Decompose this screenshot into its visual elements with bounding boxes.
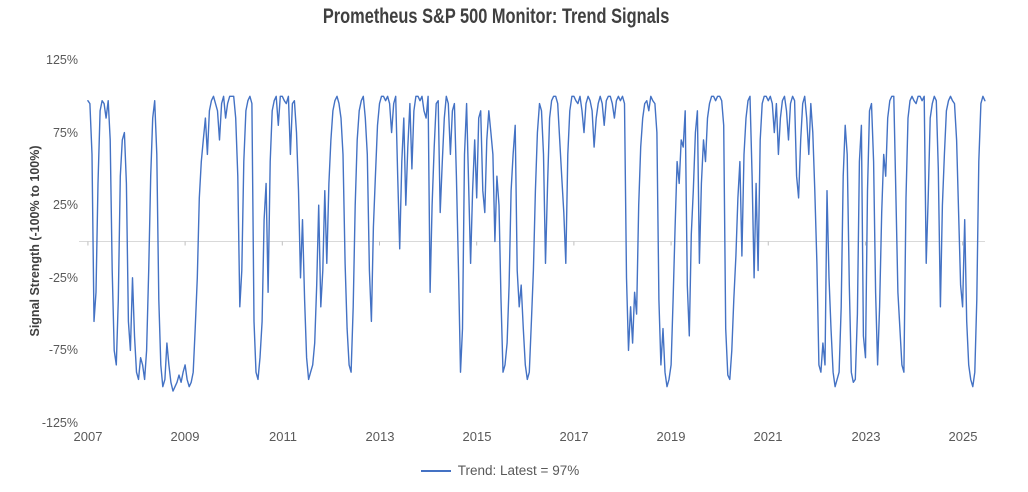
y-tick-label-n125: -125% [41,416,78,430]
y-tick-label-75: 75% [52,126,78,140]
legend-label: Trend: Latest = 97% [457,463,580,478]
legend: Trend: Latest = 97% [0,463,1000,478]
x-tick-label-2007: 2007 [73,429,103,444]
chart-title-text: Prometheus S&P 500 Monitor: Trend Signal… [322,5,670,28]
x-tick-label-2025: 2025 [948,429,978,444]
x-tick-label-2013: 2013 [365,429,395,444]
y-tick-label-n75: -75% [48,343,78,357]
y-tick-label-125: 125% [46,53,78,67]
year-tick-marks [87,241,964,246]
x-tick-label-2021: 2021 [753,429,783,444]
x-tick-label-2015: 2015 [462,429,492,444]
y-tick-label-n25: -25% [48,271,78,285]
x-tick-label-2011: 2011 [269,429,297,444]
x-tick-label-2009: 2009 [170,429,200,444]
y-tick-label-25: 25% [52,198,78,212]
x-tick-label-2023: 2023 [851,429,881,444]
legend-line-marker [420,469,451,472]
x-tick-label-2017: 2017 [559,429,589,444]
x-tick-label-2019: 2019 [656,429,686,444]
trend-signal-line [87,95,986,392]
chart-title: Prometheus S&P 500 Monitor: Trend Signal… [0,5,992,29]
